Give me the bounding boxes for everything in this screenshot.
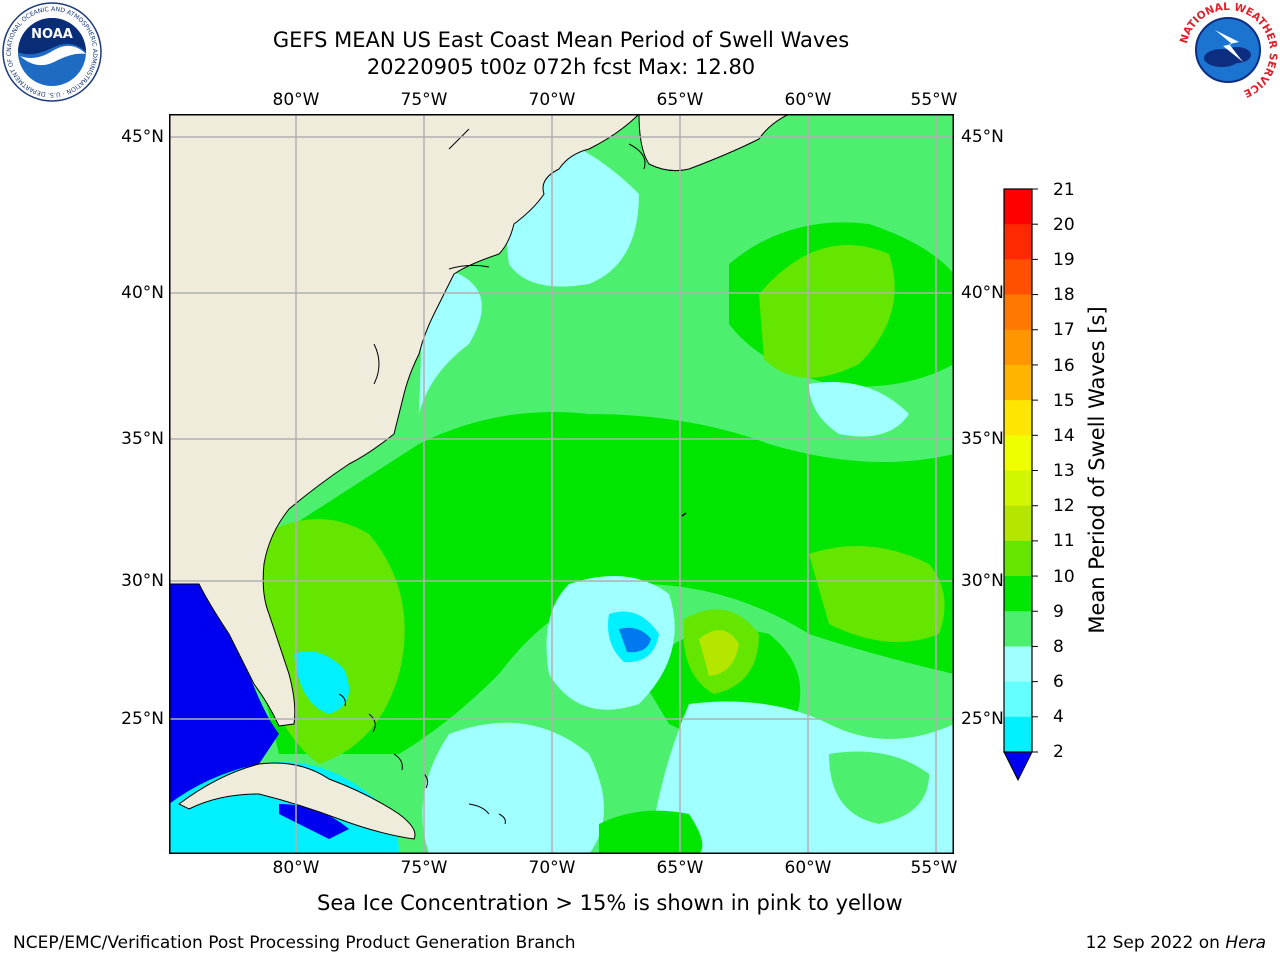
lon-tick-top: 55°W — [910, 90, 958, 110]
colorbar-segment — [1004, 259, 1032, 296]
svg-text:NOAA: NOAA — [31, 27, 73, 42]
nws-logo-icon: NATIONAL WEATHER SERVICE — [1178, 1, 1279, 100]
colorbar-segment — [1004, 576, 1032, 612]
colorbar-segment — [1004, 364, 1032, 401]
swell-zone-8-9 — [546, 576, 675, 710]
footer-credit: NCEP/EMC/Verification Post Processing Pr… — [13, 933, 576, 953]
lon-tick-bottom: 80°W — [272, 858, 320, 878]
lon-tick-top: 60°W — [784, 90, 832, 110]
land-us — [169, 114, 640, 727]
map-grid — [169, 114, 954, 854]
lat-tick-right: 25°N — [961, 709, 1004, 729]
colorbar-tick-label: 13 — [1053, 461, 1075, 481]
lon-tick-top: 75°W — [400, 90, 448, 110]
colorbar-tick-label: 9 — [1053, 602, 1064, 622]
swell-zone-9-10 — [829, 751, 929, 824]
colorbar — [1003, 188, 1038, 782]
colorbar-under-arrow — [1003, 751, 1033, 782]
colorbar-title: Mean Period of Swell Waves [s] — [1085, 306, 1109, 634]
colorbar-tick-label: 16 — [1053, 356, 1075, 376]
colorbar-segment — [1004, 540, 1032, 577]
swell-zone-4-6 — [619, 627, 651, 653]
colorbar-tick-label: 14 — [1053, 426, 1075, 446]
land-bermuda — [681, 512, 687, 517]
lat-tick-right: 40°N — [961, 283, 1004, 303]
colorbar-tick-label: 17 — [1053, 320, 1075, 340]
colorbar-segment — [1004, 329, 1032, 366]
colorbar-tick-label: 15 — [1053, 391, 1075, 411]
colorbar-segment — [1004, 681, 1032, 718]
colorbar-tick-label: 18 — [1053, 285, 1075, 305]
swell-zone-6-8 — [294, 651, 349, 714]
footer-machine: Hera — [1225, 933, 1266, 953]
colorbar-segment — [1004, 716, 1032, 753]
footer-date: 12 Sep 2022 on Hera — [1085, 933, 1266, 953]
swell-zone-under-2 — [169, 584, 279, 804]
coastline-detail — [373, 128, 646, 385]
colorbar-tick-label: 21 — [1053, 180, 1075, 200]
swell-zone-8-9 — [422, 722, 604, 854]
colorbar-segment — [1004, 646, 1032, 683]
lon-tick-top: 80°W — [272, 90, 320, 110]
land-canada — [638, 114, 790, 172]
colorbar-segment — [1004, 611, 1032, 647]
lat-tick-left: 25°N — [121, 709, 164, 729]
colorbar-segment — [1004, 505, 1032, 542]
colorbar-tick-label: 10 — [1053, 567, 1075, 587]
colorbar-tick-label: 6 — [1053, 672, 1064, 692]
colorbar-tick-label: 8 — [1053, 637, 1064, 657]
swell-zone-12-13 — [699, 630, 739, 676]
lon-tick-bottom: 65°W — [656, 858, 704, 878]
colorbar-segment — [1004, 400, 1032, 436]
lat-tick-left: 45°N — [121, 127, 164, 147]
colorbar-tick-label: 20 — [1053, 215, 1075, 235]
colorbar-tick-label: 2 — [1053, 742, 1064, 762]
noaa-logo-icon: NATIONAL OCEANIC AND ATMOSPHERIC ADMINIS… — [2, 2, 102, 102]
swell-zone-10-11 — [599, 810, 703, 854]
swell-zone-11-12 — [759, 245, 895, 378]
sea-ice-note: Sea Ice Concentration > 15% is shown in … — [317, 891, 903, 915]
land-cuba — [178, 762, 416, 840]
colorbar-segment — [1004, 189, 1032, 225]
colorbar-segment — [1004, 224, 1032, 260]
lon-tick-top: 65°W — [656, 90, 704, 110]
lon-tick-top: 70°W — [528, 90, 576, 110]
colorbar-tick-label: 11 — [1053, 531, 1075, 551]
colorbar-tick-label: 19 — [1053, 250, 1075, 270]
lat-tick-left: 40°N — [121, 283, 164, 303]
chart-title: GEFS MEAN US East Coast Mean Period of S… — [272, 28, 850, 52]
lon-tick-bottom: 60°W — [784, 858, 832, 878]
colorbar-tick-label: 12 — [1053, 496, 1075, 516]
colorbar-segment — [1004, 294, 1032, 331]
colorbar-tick-label: 4 — [1053, 707, 1064, 727]
lon-tick-bottom: 55°W — [910, 858, 958, 878]
swell-period-map — [169, 114, 954, 854]
lon-tick-bottom: 70°W — [528, 858, 576, 878]
bahamas-islands — [338, 693, 506, 825]
colorbar-segment — [1004, 470, 1032, 507]
chart-subtitle: 20220905 t00z 072h fcst Max: 12.80 — [366, 55, 756, 79]
lon-tick-bottom: 75°W — [400, 858, 448, 878]
colorbar-segment — [1004, 435, 1032, 471]
lat-tick-right: 45°N — [961, 127, 1004, 147]
lat-tick-left: 35°N — [121, 429, 164, 449]
swell-zone-11-12 — [809, 546, 945, 642]
swell-zone-8-9 — [809, 382, 909, 437]
lat-tick-right: 30°N — [961, 571, 1004, 591]
lat-tick-left: 30°N — [121, 571, 164, 591]
lat-tick-right: 35°N — [961, 429, 1004, 449]
